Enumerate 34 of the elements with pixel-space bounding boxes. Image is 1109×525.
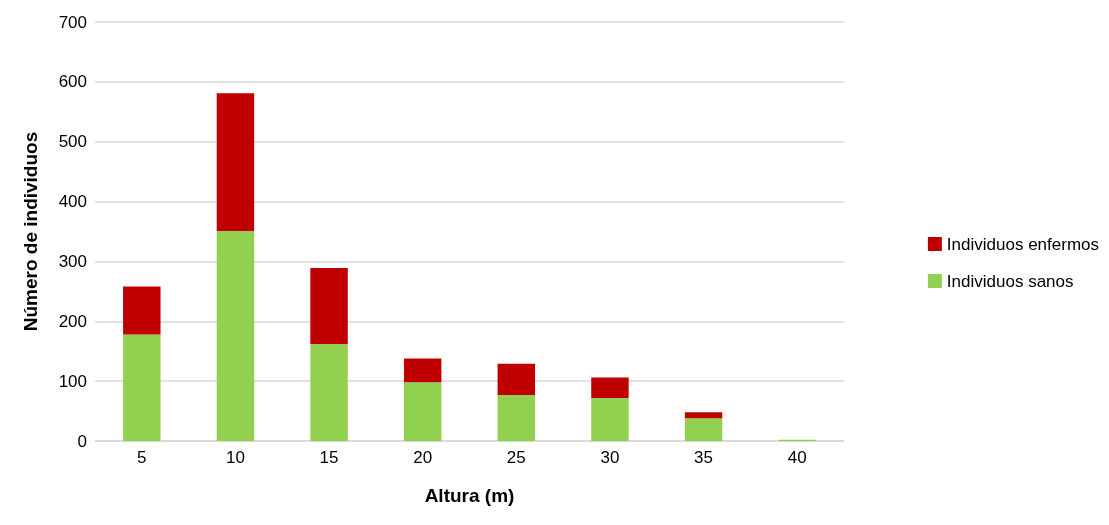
x-tick-label: 10 (225, 448, 245, 467)
x-tick-label: 40 (787, 448, 807, 467)
x-tick-label: 35 (694, 448, 714, 467)
x-tick-label: 5 (137, 448, 147, 467)
bar (403, 358, 442, 383)
legend-label: Individuos sanos (946, 271, 1074, 291)
x-tick-label: 15 (319, 448, 339, 467)
bar (403, 382, 442, 441)
x-tick-label: 20 (413, 448, 433, 467)
bar (310, 268, 348, 345)
x-tick-label: 25 (506, 448, 526, 467)
y-tick-label: 500 (58, 132, 87, 152)
y-tick-label: 300 (58, 251, 87, 271)
y-tick-label: 400 (58, 192, 87, 212)
bar (123, 286, 161, 335)
bar (497, 394, 536, 441)
y-tick-label: 600 (58, 72, 87, 92)
bar (216, 230, 255, 441)
x-axis-title: Altura (m) (424, 485, 515, 506)
bar (123, 334, 161, 441)
bar (216, 93, 255, 231)
bar (310, 344, 348, 441)
bar (684, 418, 723, 441)
y-axis-title: Número de individuos (20, 131, 41, 332)
bar (684, 412, 723, 419)
bar (497, 363, 536, 395)
y-tick-label: 200 (58, 311, 87, 331)
y-tick-label: 700 (58, 12, 87, 32)
x-tick-label: 30 (600, 448, 620, 467)
bar (591, 377, 629, 398)
y-tick-label: 0 (77, 431, 87, 451)
y-tick-label: 100 (58, 371, 87, 391)
bar (591, 397, 629, 441)
legend-label: Individuos enfermos (946, 234, 1099, 254)
